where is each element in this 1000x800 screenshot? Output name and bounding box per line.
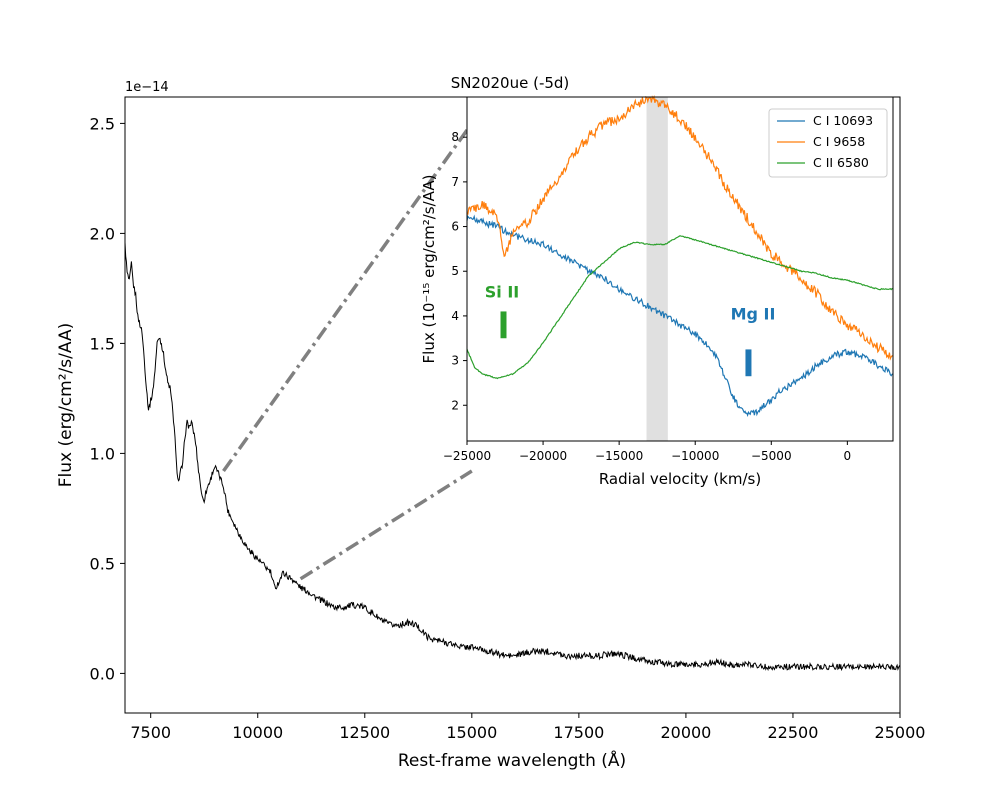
inset-y-tick-label: 7 [451, 175, 459, 189]
main-y-ticks: 0.0 0.5 1.0 1.5 2.0 2.5 [90, 114, 125, 683]
zoom-connector-line [222, 122, 474, 473]
main-y-axis-label: Flux (erg/cm²/s/AA) [56, 323, 76, 487]
main-y-tick-label: 1.0 [90, 444, 115, 463]
inset-line-c-ii-6580 [466, 235, 894, 380]
main-x-tick-label: 25000 [875, 723, 926, 742]
zoom-connector-line [299, 469, 473, 581]
legend-label-c-i-10693: C I 10693 [813, 113, 873, 128]
inset-axes: −25000 −20000 −15000 −10000 −5000 0 2 3 4 5 6 7 8 S… [420, 74, 894, 488]
inset-y-tick-label: 3 [451, 354, 459, 368]
inset-line-c-i-9658 [467, 95, 894, 361]
main-y-offset-label: 1e−14 [125, 80, 169, 95]
inset-x-tick-label: −5000 [751, 449, 792, 463]
annotation-si-ii: Si II [485, 282, 519, 301]
inset-series [466, 95, 894, 417]
zoom-connector-lines [222, 122, 474, 581]
inset-y-tick-label: 6 [451, 220, 459, 234]
main-axes: 7500 10000 12500 15000 17500 20000 22500 25000 … [56, 80, 925, 771]
inset-x-ticks: −25000 −20000 −15000 −10000 −5000 0 [443, 441, 851, 463]
inset-annotations: Si II Mg II [485, 282, 776, 377]
inset-y-tick-label: 2 [451, 398, 459, 412]
inset-y-tick-label: 5 [451, 264, 459, 278]
legend-label-c-ii-6580: C II 6580 [813, 155, 869, 170]
main-x-tick-label: 12500 [339, 723, 390, 742]
inset-title: SN2020ue (-5d) [451, 74, 570, 92]
main-y-tick-label: 2.5 [90, 114, 115, 133]
inset-line-c-i-10693 [466, 214, 894, 417]
inset-y-tick-label: 4 [451, 309, 459, 323]
legend-label-c-i-9658: C I 9658 [813, 134, 865, 149]
main-x-tick-label: 10000 [232, 723, 283, 742]
main-series [124, 242, 901, 672]
main-x-ticks: 7500 10000 12500 15000 17500 20000 22500 25000 [130, 713, 925, 742]
inset-x-tick-label: −25000 [443, 449, 491, 463]
main-x-tick-label: 17500 [553, 723, 604, 742]
main-y-tick-label: 1.5 [90, 334, 115, 353]
main-x-tick-label: 20000 [660, 723, 711, 742]
inset-shaded-band [646, 97, 668, 441]
inset-x-tick-label: 0 [844, 449, 852, 463]
inset-y-tick-label: 8 [451, 130, 459, 144]
inset-x-axis-label: Radial velocity (km/s) [599, 470, 761, 488]
inset-legend: C I 10693 C I 9658 C II 6580 [768, 108, 888, 178]
main-x-tick-label: 15000 [446, 723, 497, 742]
legend-frame [768, 108, 888, 178]
main-x-axis-label: Rest-frame wavelength (Å) [398, 749, 626, 771]
main-x-tick-label: 7500 [130, 723, 171, 742]
inset-plot-frame [466, 96, 894, 442]
main-y-tick-label: 2.0 [90, 224, 115, 243]
inset-x-tick-label: −20000 [519, 449, 567, 463]
annotation-mg-ii: Mg II [731, 305, 776, 324]
inset-y-ticks: 2 3 4 5 6 7 8 [451, 130, 467, 412]
main-spectrum-line [124, 242, 901, 672]
main-y-tick-label: 0.0 [90, 664, 115, 683]
main-y-tick-label: 0.5 [90, 554, 115, 573]
inset-x-tick-label: −10000 [671, 449, 719, 463]
inset-y-axis-label: Flux (10⁻¹⁵ erg/cm²/s/AA) [420, 175, 438, 364]
inset-x-tick-label: −15000 [595, 449, 643, 463]
main-x-tick-label: 22500 [768, 723, 819, 742]
